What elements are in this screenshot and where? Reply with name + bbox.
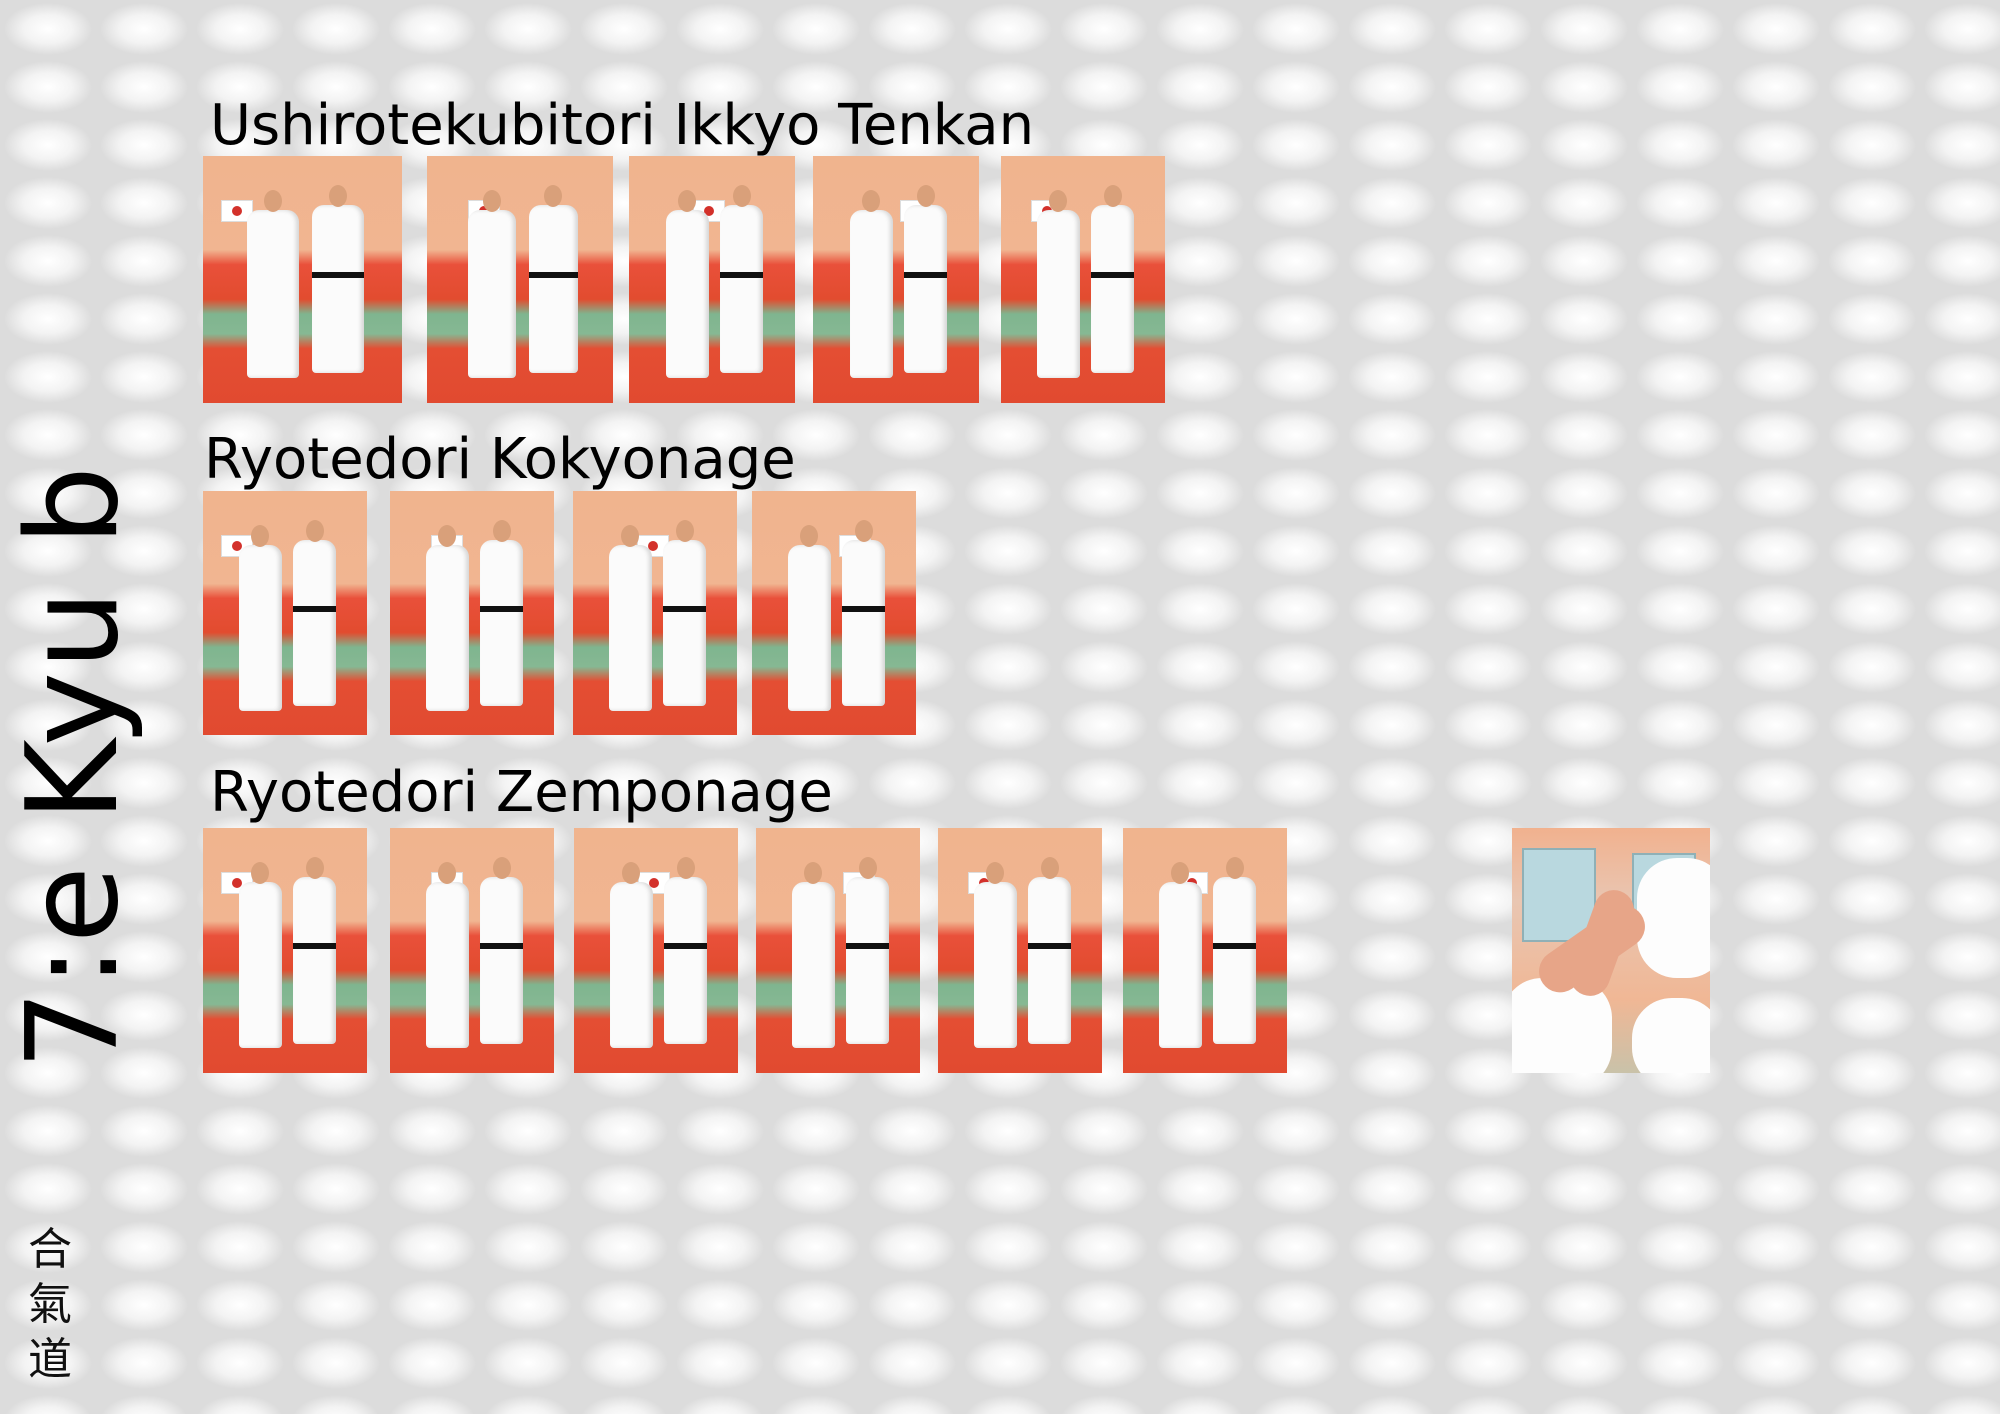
ushirotekubitori-step-4-photo (813, 156, 979, 403)
aikidoka-head (1040, 857, 1059, 879)
zemponage-step-3-photo (574, 828, 738, 1073)
aikidoka-figure (610, 881, 653, 1049)
aikidoka-head (854, 519, 873, 542)
aikidoka-figure (720, 205, 764, 374)
aikidoka-head (1171, 861, 1190, 884)
aikidoka-figure (663, 539, 706, 706)
black-belt (480, 605, 523, 612)
aikidoka-head (263, 190, 282, 213)
aikidoka-head (622, 861, 641, 884)
zemponage-step-5-photo (938, 828, 1102, 1073)
aikidoka-figure (1159, 881, 1202, 1049)
aikidoka-head (483, 190, 502, 213)
black-belt (312, 272, 365, 279)
aikidoka-head (621, 524, 640, 547)
aikidoka-figure (467, 210, 517, 379)
black-belt (1091, 272, 1134, 279)
aikidoka-head (544, 185, 563, 208)
aikidoka-figure (312, 205, 365, 374)
kokyonage-step-2-photo (390, 491, 554, 735)
aikidoka-figure (1028, 877, 1071, 1044)
aikidoka-figure (1213, 877, 1256, 1044)
ushirotekubitori-step-1-photo (203, 156, 402, 403)
section-title-ushirotekubitori: Ushirotekubitori Ikkyo Tenkan (210, 93, 1035, 158)
aikidoka-head (986, 861, 1005, 884)
aikidoka-figure (529, 205, 578, 374)
aikidoka-head (1103, 185, 1122, 208)
aikidoka-figure (609, 544, 652, 711)
aikidoka-head (676, 857, 695, 879)
black-belt (663, 605, 706, 612)
kanji-do: 道 (28, 1334, 72, 1385)
aikidoka-head (858, 857, 877, 879)
section-title-kokyonage: Ryotedori Kokyonage (204, 427, 796, 492)
black-belt (480, 943, 523, 950)
aikidoka-head (251, 524, 270, 547)
aikidoka-head (251, 861, 270, 884)
aikidoka-figure (904, 205, 948, 374)
black-belt (293, 605, 336, 612)
aikidoka-head (678, 190, 697, 213)
aikidoka-figure (665, 210, 709, 379)
black-belt (293, 943, 336, 950)
grade-title: 7:e Kyu b (0, 463, 146, 1070)
aikidoka-head (1049, 190, 1068, 213)
kokyonage-step-1-photo (203, 491, 367, 735)
kokyonage-step-4-photo (752, 491, 916, 735)
black-belt (529, 272, 578, 279)
aikidoka-head (492, 519, 511, 542)
aikidoka-head (675, 519, 694, 542)
aikidoka-figure (792, 881, 835, 1049)
hand-grip-closeup-photo (1512, 828, 1710, 1073)
zemponage-step-2-photo (390, 828, 554, 1073)
aikidoka-head (438, 861, 457, 884)
aikidoka-figure (293, 877, 336, 1044)
aikidoka-figure (1091, 205, 1134, 374)
kanji-ki: 氣 (28, 1279, 72, 1330)
zemponage-step-1-photo (203, 828, 367, 1073)
kokyonage-step-3-photo (573, 491, 737, 735)
aikidoka-figure (480, 539, 523, 706)
aikidoka-head (329, 185, 348, 208)
black-belt (846, 943, 889, 950)
aikidoka-figure (426, 544, 469, 711)
aikidoka-figure (293, 539, 336, 706)
ushirotekubitori-step-2-photo (427, 156, 613, 403)
aikidoka-figure (664, 877, 707, 1044)
aikidoka-head (804, 861, 823, 884)
aikidoka-head (732, 185, 751, 208)
zemponage-step-6-photo (1123, 828, 1287, 1073)
aikidoka-figure (788, 544, 831, 711)
aikidoka-figure (426, 881, 469, 1049)
aikidoka-head (305, 857, 324, 879)
black-belt (904, 272, 948, 279)
aikidoka-head (438, 524, 457, 547)
aikidoka-head (916, 185, 935, 208)
black-belt (664, 943, 707, 950)
aikidoka-figure (974, 881, 1017, 1049)
aikido-calligraphy: 合 氣 道 (20, 1222, 80, 1387)
zemponage-step-4-photo (756, 828, 920, 1073)
aikidoka-figure (480, 877, 523, 1044)
aikidoka-head (862, 190, 881, 213)
black-belt (1028, 943, 1071, 950)
black-belt (1213, 943, 1256, 950)
section-title-zemponage: Ryotedori Zemponage (210, 760, 833, 825)
aikidoka-head (305, 519, 324, 542)
aikidoka-figure (239, 881, 282, 1049)
black-belt (842, 605, 885, 612)
aikidoka-figure (849, 210, 893, 379)
aikidoka-figure (1037, 210, 1080, 379)
aikidoka-figure (846, 877, 889, 1044)
aikidoka-head (1225, 857, 1244, 879)
aikidoka-figure (246, 210, 299, 379)
aikidoka-head (492, 857, 511, 879)
kanji-ai: 合 (28, 1224, 72, 1275)
aikidoka-figure (239, 544, 282, 711)
ushirotekubitori-step-3-photo (629, 156, 795, 403)
aikidoka-head (800, 524, 819, 547)
aikidoka-figure (842, 539, 885, 706)
black-belt (720, 272, 764, 279)
ushirotekubitori-step-5-photo (1001, 156, 1165, 403)
